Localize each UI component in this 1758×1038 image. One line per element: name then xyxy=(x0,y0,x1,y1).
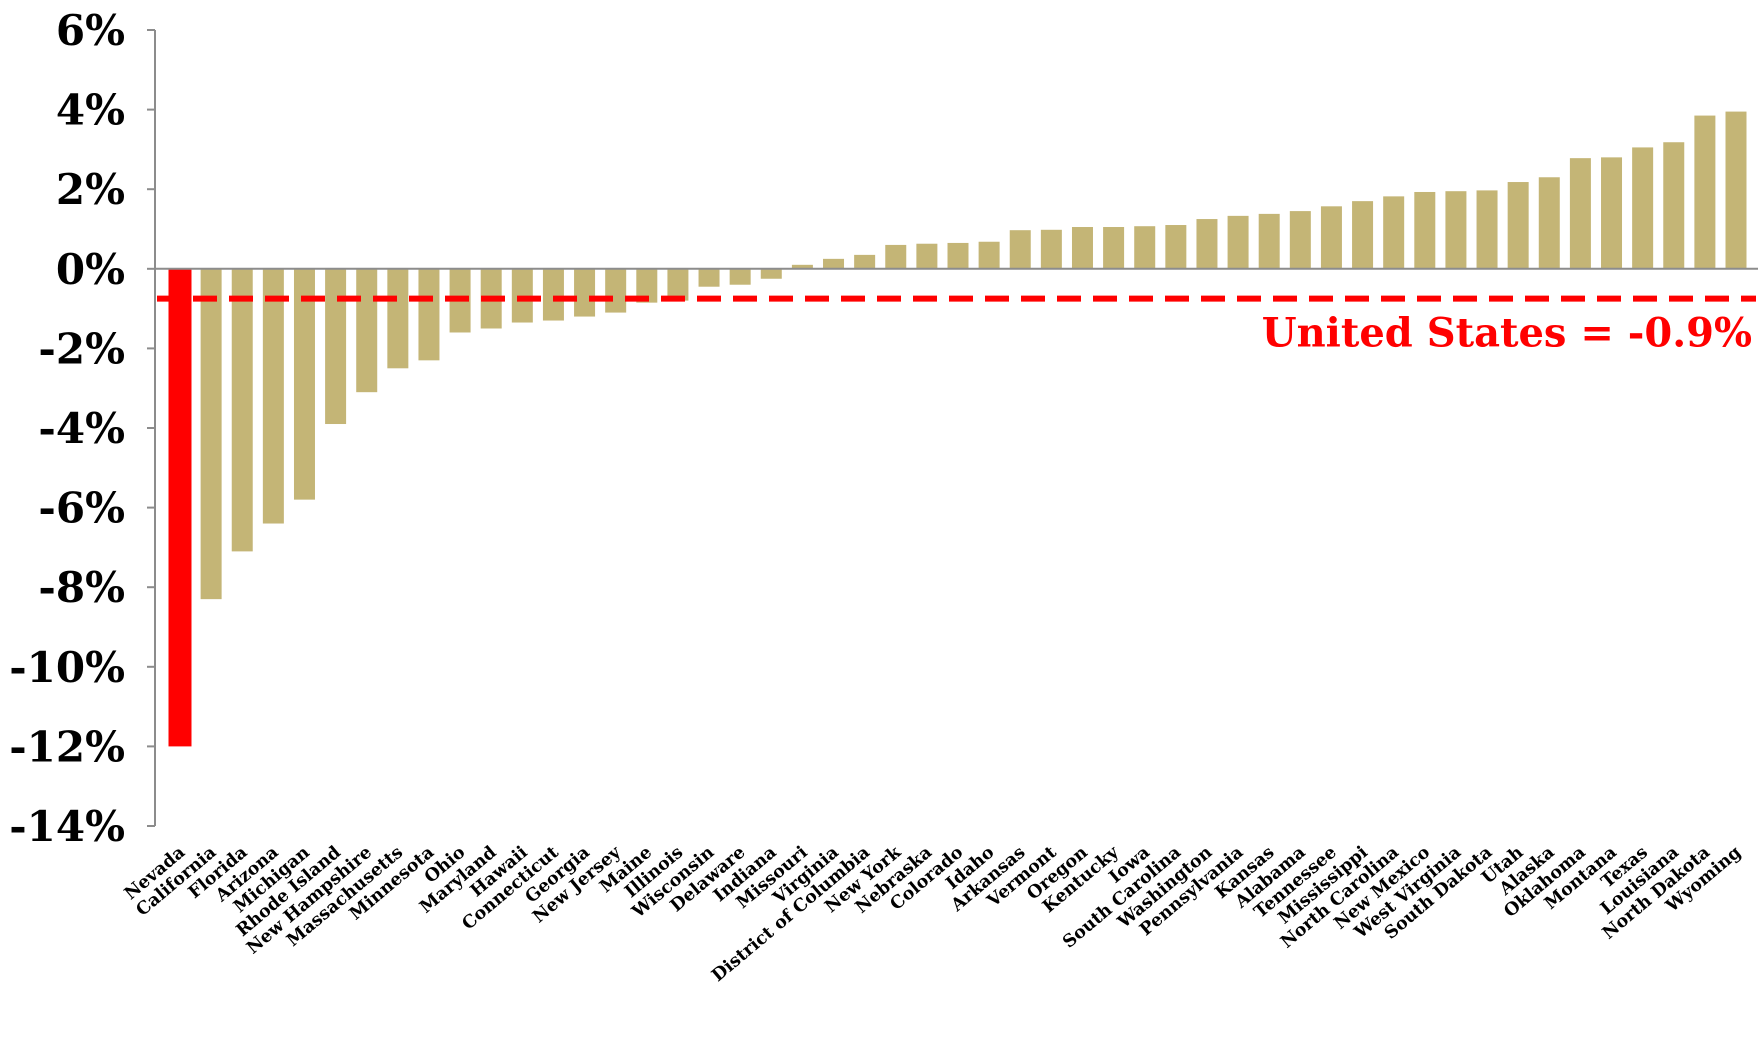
bar xyxy=(1476,190,1498,269)
bars-group xyxy=(168,111,1747,747)
y-tick-label: -10% xyxy=(9,643,125,692)
bar xyxy=(885,244,907,269)
bar xyxy=(1289,211,1311,269)
bar xyxy=(978,241,1000,269)
bar xyxy=(1601,157,1623,269)
reference-line-label: United States = -0.9% xyxy=(1262,310,1752,357)
bar xyxy=(667,268,689,301)
y-tick-label: -6% xyxy=(38,484,125,533)
bar xyxy=(791,264,813,269)
bar xyxy=(1632,147,1654,269)
bar xyxy=(200,268,222,600)
bar xyxy=(387,268,409,369)
bar xyxy=(1134,226,1156,269)
bar xyxy=(1352,201,1374,269)
bar xyxy=(1538,177,1560,269)
bar xyxy=(542,268,564,321)
bar xyxy=(1383,196,1405,269)
bar xyxy=(1414,191,1436,269)
bar xyxy=(854,254,876,269)
y-tick-label: 6% xyxy=(56,6,125,55)
bar xyxy=(1445,191,1467,269)
bar xyxy=(1040,229,1062,269)
y-tick-label: 0% xyxy=(56,245,125,294)
bar xyxy=(356,268,378,393)
bar xyxy=(1507,182,1529,269)
bar xyxy=(1320,206,1342,269)
bar xyxy=(1165,225,1187,269)
x-axis-labels: NevadaCaliforniaFloridaArizonaMichiganRh… xyxy=(121,842,1745,986)
bar xyxy=(916,243,938,269)
y-tick-label: 2% xyxy=(56,165,125,214)
bar xyxy=(325,268,347,425)
bar xyxy=(698,268,720,287)
bar xyxy=(760,268,782,279)
bar xyxy=(1725,111,1747,269)
bar xyxy=(1694,115,1716,269)
bar xyxy=(605,268,627,313)
bar xyxy=(1009,230,1031,269)
bar xyxy=(262,268,284,524)
bar xyxy=(1569,158,1591,269)
bar xyxy=(1663,142,1685,269)
bar xyxy=(947,242,969,269)
bar xyxy=(231,268,253,552)
y-tick-label: -2% xyxy=(38,324,125,373)
y-tick-label: -14% xyxy=(9,802,125,851)
bar xyxy=(636,268,658,303)
bar xyxy=(1196,219,1218,269)
bar xyxy=(1227,215,1249,269)
bar xyxy=(729,268,751,285)
bar xyxy=(1258,213,1280,269)
bar xyxy=(1071,227,1093,269)
bar xyxy=(293,268,315,500)
bar xyxy=(574,268,596,317)
bar xyxy=(168,268,192,747)
bar xyxy=(1103,227,1125,269)
bar xyxy=(418,268,440,361)
y-tick-label: -4% xyxy=(38,404,125,453)
y-tick-label: 4% xyxy=(56,86,125,135)
bar xyxy=(823,258,845,269)
y-axis-ticks: 6% 4% 2% 0% -2% -4% -6% -8% -10% -12% -14% xyxy=(9,6,155,851)
y-tick-label: -12% xyxy=(9,722,125,771)
y-tick-label: -8% xyxy=(38,563,125,612)
